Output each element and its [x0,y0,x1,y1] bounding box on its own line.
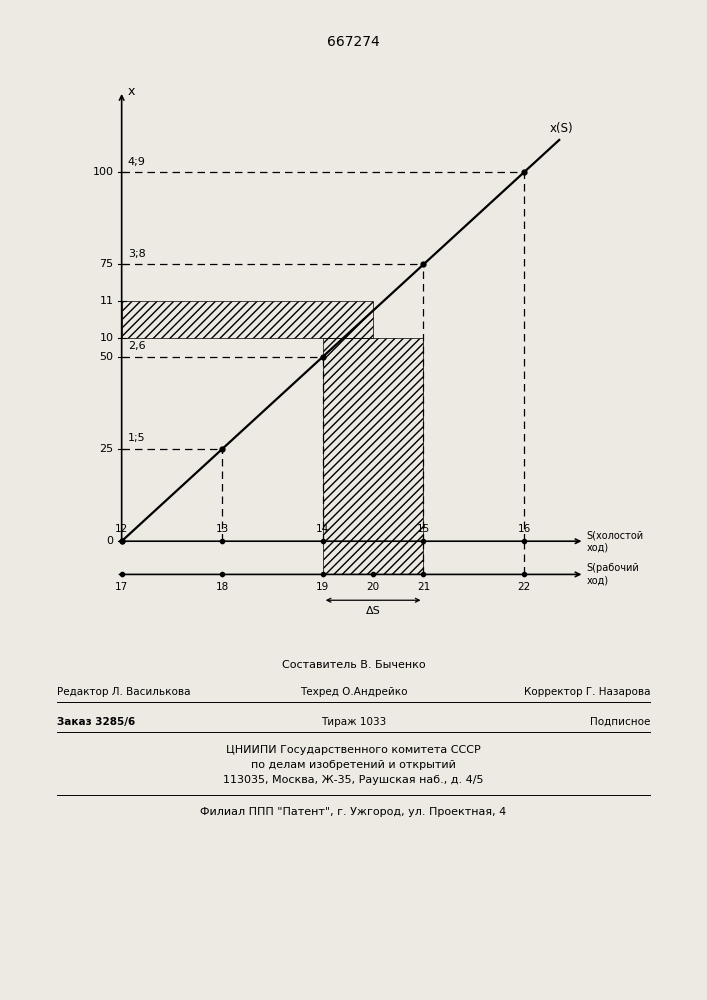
Text: 10: 10 [100,333,114,343]
Text: 50: 50 [100,352,114,362]
Text: ΔS: ΔS [366,606,380,616]
Text: Редактор Л. Василькова: Редактор Л. Василькова [57,687,190,697]
Text: Корректор Г. Назарова: Корректор Г. Назарова [524,687,650,697]
Text: 18: 18 [216,582,229,592]
Text: 100: 100 [93,167,114,177]
Bar [122,301,373,338]
Text: Заказ 3285/6: Заказ 3285/6 [57,717,135,727]
Text: 2,6: 2,6 [128,341,146,351]
Text: 4;9: 4;9 [128,157,146,167]
Text: S(холостой
ход): S(холостой ход) [586,530,643,552]
Text: 25: 25 [100,444,114,454]
Text: 75: 75 [100,259,114,269]
Text: Составитель В. Быченко: Составитель В. Быченко [281,660,426,670]
Text: 19: 19 [316,582,329,592]
Text: 20: 20 [366,582,380,592]
Text: по делам изобретений и открытий: по делам изобретений и открытий [251,760,456,770]
Text: 21: 21 [417,582,430,592]
Text: ЦНИИПИ Государственного комитета СССР: ЦНИИПИ Государственного комитета СССР [226,745,481,755]
Text: 11: 11 [100,296,114,306]
Text: 16: 16 [518,524,531,534]
Text: 17: 17 [115,582,128,592]
Text: 1;5: 1;5 [128,433,146,443]
Text: 113035, Москва, Ж-35, Раушская наб., д. 4/5: 113035, Москва, Ж-35, Раушская наб., д. … [223,775,484,785]
Text: S(рабочий
ход): S(рабочий ход) [586,563,639,586]
Text: 22: 22 [518,582,531,592]
Text: 3;8: 3;8 [128,249,146,259]
Text: Подписное: Подписное [590,717,650,727]
Text: Техред О.Андрейко: Техред О.Андрейко [300,687,407,697]
Text: 0: 0 [107,536,114,546]
Text: 667274: 667274 [327,35,380,49]
Text: 12: 12 [115,524,128,534]
Text: x: x [128,85,135,98]
Text: Тираж 1033: Тираж 1033 [321,717,386,727]
Text: x(S): x(S) [549,122,573,135]
Text: Филиал ППП "Патент", г. Ужгород, ул. Проектная, 4: Филиал ППП "Патент", г. Ужгород, ул. Про… [200,807,507,817]
Text: 14: 14 [316,524,329,534]
Text: 15: 15 [417,524,430,534]
Bar [323,338,423,574]
Text: 13: 13 [216,524,229,534]
